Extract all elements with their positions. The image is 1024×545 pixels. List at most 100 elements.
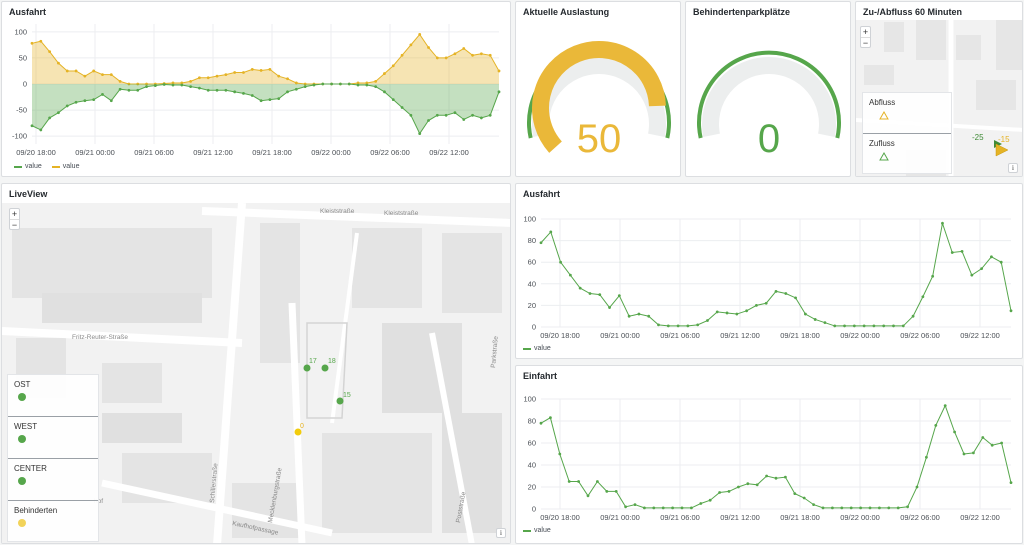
data-point[interactable] (588, 292, 592, 295)
data-point[interactable] (180, 83, 184, 87)
data-point[interactable] (708, 498, 712, 502)
data-point[interactable] (661, 506, 665, 510)
data-point[interactable] (471, 113, 474, 117)
data-point[interactable] (793, 492, 797, 495)
data-point[interactable] (647, 314, 651, 318)
data-point[interactable] (65, 104, 69, 108)
data-point[interactable] (868, 506, 872, 510)
data-point[interactable] (608, 306, 611, 309)
data-point[interactable] (915, 485, 919, 489)
map-info-button[interactable]: i (1008, 163, 1018, 173)
data-point[interactable] (488, 53, 492, 57)
data-point[interactable] (471, 53, 474, 57)
data-point[interactable] (338, 82, 342, 86)
data-point[interactable] (962, 452, 966, 456)
data-point[interactable] (803, 312, 807, 316)
ausfahrt-line-chart[interactable]: 100 80 60 40 20 0 09/20 18:00 09/21 00:00 09/21 … (516, 200, 1023, 359)
data-point[interactable] (999, 260, 1003, 264)
data-point[interactable] (259, 69, 263, 72)
yellow-triangle-marker[interactable] (995, 143, 1009, 157)
data-point[interactable] (171, 83, 175, 87)
data-point[interactable] (598, 293, 602, 296)
data-point[interactable] (549, 230, 553, 234)
data-point[interactable] (624, 505, 627, 509)
data-point[interactable] (127, 88, 131, 92)
data-point[interactable] (286, 77, 289, 81)
data-point[interactable] (462, 118, 466, 121)
data-point[interactable] (882, 324, 886, 328)
data-point[interactable] (972, 451, 975, 455)
data-point[interactable] (189, 85, 193, 89)
data-point[interactable] (83, 99, 87, 103)
data-point[interactable] (852, 324, 856, 328)
data-point[interactable] (74, 100, 78, 104)
data-point[interactable] (696, 323, 700, 327)
data-point[interactable] (374, 85, 378, 89)
data-point[interactable] (321, 82, 325, 86)
data-point[interactable] (65, 69, 69, 73)
data-point[interactable] (715, 310, 719, 314)
data-point[interactable] (268, 98, 272, 102)
data-point[interactable] (224, 73, 228, 77)
data-point[interactable] (303, 85, 307, 89)
legend-item[interactable]: value (14, 163, 42, 170)
data-point[interactable] (755, 483, 759, 487)
data-point[interactable] (39, 39, 43, 43)
data-point[interactable] (614, 490, 618, 493)
data-point[interactable] (568, 273, 572, 277)
data-point[interactable] (813, 318, 817, 321)
data-point[interactable] (462, 47, 466, 50)
data-point[interactable] (383, 72, 386, 75)
data-point[interactable] (627, 314, 631, 318)
series-line[interactable] (540, 221, 1012, 327)
data-point[interactable] (931, 274, 935, 278)
data-point[interactable] (400, 106, 404, 109)
panel-title[interactable]: LiveView (9, 189, 48, 199)
data-point[interactable] (558, 452, 562, 456)
data-point[interactable] (233, 90, 237, 94)
data-point[interactable] (215, 88, 219, 92)
panel-title[interactable]: Aktuelle Auslastung (523, 7, 610, 17)
data-point[interactable] (330, 82, 333, 86)
data-point[interactable] (391, 98, 395, 102)
data-point[interactable] (400, 53, 404, 57)
parking-marker-behinderten[interactable] (294, 428, 302, 436)
panel-title[interactable]: Einfahrt (523, 371, 558, 381)
data-point[interactable] (774, 289, 778, 293)
data-point[interactable] (250, 94, 254, 97)
data-point[interactable] (145, 85, 148, 89)
data-point[interactable] (294, 81, 298, 85)
data-point[interactable] (479, 116, 483, 120)
data-point[interactable] (1009, 309, 1013, 313)
data-point[interactable] (268, 67, 272, 71)
data-point[interactable] (294, 87, 298, 91)
data-point[interactable] (567, 480, 571, 483)
data-point[interactable] (224, 88, 228, 92)
data-point[interactable] (960, 250, 964, 253)
data-point[interactable] (990, 443, 994, 447)
data-point[interactable] (833, 324, 837, 328)
data-point[interactable] (259, 99, 263, 103)
data-point[interactable] (312, 83, 316, 87)
data-point[interactable] (862, 324, 866, 328)
data-point[interactable] (802, 496, 806, 500)
data-point[interactable] (418, 33, 422, 36)
data-point[interactable] (727, 490, 731, 493)
data-point[interactable] (48, 116, 52, 120)
data-point[interactable] (233, 71, 237, 74)
data-point[interactable] (901, 324, 905, 328)
data-point[interactable] (83, 74, 87, 78)
data-point[interactable] (718, 491, 721, 494)
data-point[interactable] (250, 67, 254, 71)
data-point[interactable] (859, 506, 862, 510)
data-point[interactable] (347, 82, 351, 86)
data-point[interactable] (821, 506, 825, 510)
data-point[interactable] (950, 251, 954, 254)
panel-title[interactable]: Behindertenparkplätze (693, 7, 791, 17)
legend-item[interactable]: value (51, 163, 79, 170)
data-point[interactable] (637, 312, 641, 316)
data-point[interactable] (118, 79, 122, 83)
data-point[interactable] (365, 81, 369, 85)
data-point[interactable] (427, 119, 430, 122)
data-point[interactable] (794, 296, 797, 300)
